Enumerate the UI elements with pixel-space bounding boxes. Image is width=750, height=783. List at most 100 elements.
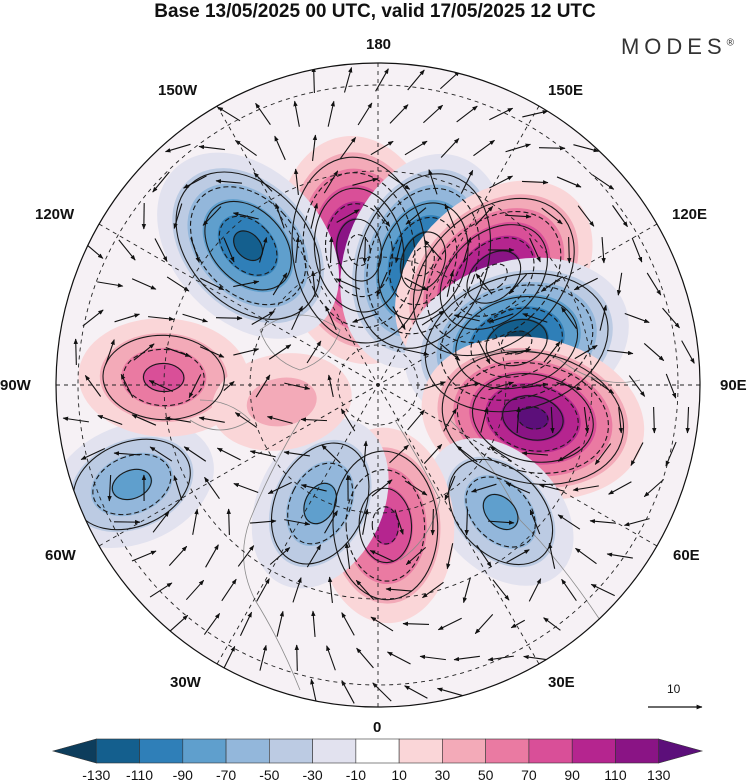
contour-line — [424, 272, 609, 413]
wind-vector — [556, 176, 582, 188]
contour-line — [92, 453, 172, 516]
wind-vector — [453, 314, 480, 322]
wind-vector — [120, 373, 134, 398]
wind-vectors — [62, 66, 695, 705]
wind-vector — [204, 476, 220, 499]
wind-vector — [255, 102, 271, 125]
wind-vector — [475, 273, 493, 295]
contour-line — [465, 476, 536, 548]
wind-vector — [154, 238, 168, 263]
wind-vector — [293, 100, 300, 127]
wind-vector — [376, 271, 388, 297]
colorbar-segment — [225, 738, 270, 764]
wind-vector — [623, 518, 650, 527]
wind-vector — [249, 519, 277, 524]
colorbar-tick-label: 30 — [434, 767, 451, 783]
wind-vector — [405, 207, 427, 225]
wind-vector — [456, 445, 478, 463]
wind-vector — [325, 305, 337, 331]
wind-vector — [168, 545, 188, 567]
wind-vector — [276, 610, 284, 637]
wind-vector — [561, 306, 577, 329]
contour-line — [366, 187, 480, 335]
wind-vector — [327, 374, 334, 398]
wind-vector — [355, 579, 375, 601]
wind-vector — [523, 654, 547, 661]
lon-label-150w: 150W — [158, 82, 198, 99]
wind-vector — [522, 382, 549, 389]
wind-vector — [439, 343, 461, 361]
wind-vector — [529, 509, 541, 535]
wind-vector — [73, 338, 78, 366]
graticule — [56, 63, 700, 707]
wind-vector — [583, 407, 590, 434]
wind-vector — [344, 542, 351, 569]
lon-label-120e: 120E — [672, 206, 708, 223]
wind-vector — [80, 448, 106, 460]
wind-vector — [198, 144, 225, 151]
wind-vector — [306, 544, 322, 568]
wind-vector — [199, 346, 225, 358]
wind-vector — [665, 441, 677, 467]
wind-vector — [233, 482, 259, 494]
anomaly-level — [246, 377, 317, 427]
colorbar-tick-label: 90 — [564, 767, 580, 783]
wind-vector — [293, 168, 299, 195]
wind-vector — [444, 475, 456, 501]
reference-vector-label: 10 — [667, 682, 681, 696]
wind-vector — [550, 406, 555, 434]
wind-vector — [369, 550, 395, 562]
lon-label-180: 180 — [366, 36, 392, 53]
wind-vector — [306, 340, 322, 364]
wind-vector — [508, 273, 528, 295]
contour-line — [233, 230, 264, 261]
wind-vector — [402, 621, 430, 626]
contour-line — [332, 450, 439, 601]
wind-vector — [492, 579, 510, 601]
wind-vector — [326, 645, 336, 671]
colorbar-extension — [658, 738, 704, 764]
anomaly-level — [303, 482, 338, 525]
wind-vector — [202, 206, 222, 226]
wind-vector — [327, 576, 333, 603]
wind-vector — [221, 578, 237, 602]
contour-line — [439, 224, 548, 330]
colorbar-segment — [485, 738, 530, 764]
brand-logo: MODES® — [620, 34, 734, 59]
wind-vector — [341, 680, 355, 704]
wind-vector — [268, 344, 292, 360]
lon-label-60w: 60W — [45, 547, 76, 564]
wind-vector — [183, 446, 207, 462]
wind-vector — [405, 546, 427, 566]
wind-vector — [149, 582, 173, 598]
wind-vector — [453, 655, 480, 662]
wind-vector — [685, 406, 690, 434]
wind-vector — [592, 378, 615, 394]
wind-vector — [294, 644, 300, 672]
wind-vector — [529, 237, 541, 263]
wind-vector — [223, 381, 235, 391]
wind-vector — [476, 544, 492, 568]
wind-vector — [577, 205, 595, 227]
wind-vector — [521, 451, 549, 456]
colorbar-segment — [355, 738, 400, 764]
wind-vector — [608, 481, 632, 495]
wind-vector — [258, 236, 268, 263]
wind-vector — [192, 508, 199, 535]
contour-line — [189, 186, 307, 306]
wind-vector — [423, 444, 443, 464]
wind-vector — [311, 610, 316, 638]
wind-vector — [164, 416, 191, 423]
wind-vector — [607, 349, 634, 356]
colorbar-tick-label: 130 — [647, 767, 671, 783]
wind-vector — [113, 451, 141, 456]
wind-vector — [474, 613, 494, 635]
wind-vector — [165, 347, 191, 357]
wind-vector — [471, 483, 497, 493]
lon-label-90e: 90E — [720, 377, 747, 394]
coastlines — [189, 314, 641, 691]
wind-vector — [522, 110, 549, 118]
wind-vector — [216, 447, 241, 461]
wind-vector — [363, 440, 368, 468]
wind-vector — [454, 382, 481, 390]
